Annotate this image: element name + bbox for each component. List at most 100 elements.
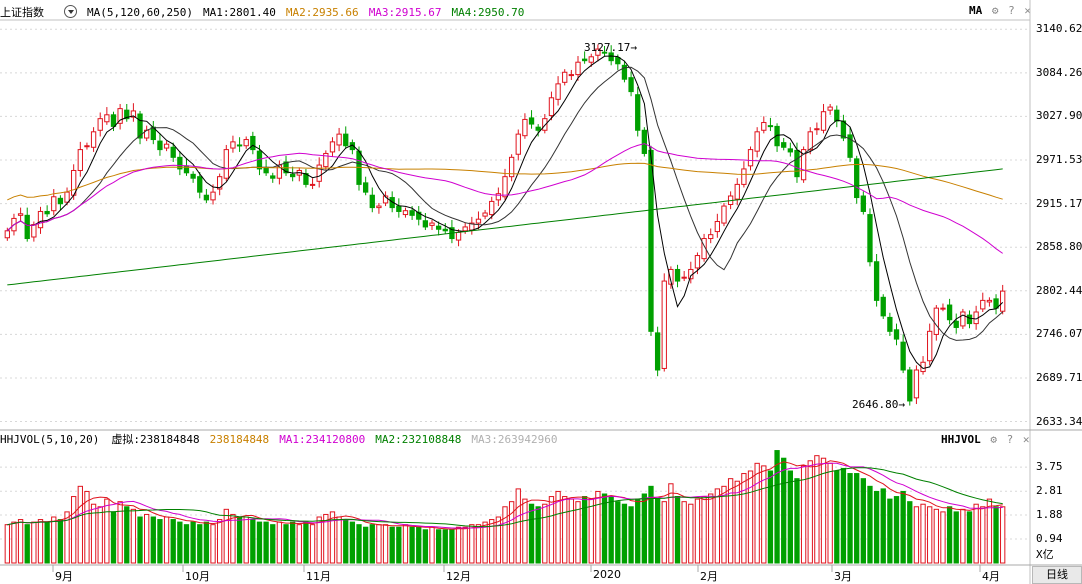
volume-bar xyxy=(197,524,203,564)
candle xyxy=(668,266,674,289)
volume-bar xyxy=(442,529,448,564)
indicator-dropdown-icon[interactable] xyxy=(64,5,77,18)
volume-bar xyxy=(435,529,442,564)
volume-bar xyxy=(356,524,362,564)
volume-bar xyxy=(455,526,462,564)
volume-bar xyxy=(615,501,621,564)
ma-setting-label[interactable]: MA(5,120,60,250) xyxy=(87,6,193,19)
candle xyxy=(250,131,256,155)
candle xyxy=(781,138,787,151)
candle xyxy=(588,53,594,67)
volume-bar xyxy=(860,478,866,564)
candle xyxy=(648,145,654,336)
gear-icon[interactable]: ⚙ xyxy=(990,433,997,446)
low-annotation: 2646.80→ xyxy=(852,398,905,411)
candle xyxy=(402,207,409,218)
candle xyxy=(575,56,581,81)
volume-bar xyxy=(661,501,667,564)
candle xyxy=(422,213,429,231)
volume-bar xyxy=(708,493,714,564)
candle xyxy=(482,209,488,220)
volume-bar xyxy=(263,521,269,564)
candle xyxy=(223,144,229,182)
volume-bar xyxy=(515,488,521,564)
volume-bar xyxy=(887,498,893,564)
candle xyxy=(562,69,568,86)
volume-bar xyxy=(203,521,210,564)
ma-indicator-label[interactable]: MA xyxy=(969,4,983,17)
volume-bar xyxy=(694,498,701,564)
volume-bar xyxy=(329,511,336,564)
candle xyxy=(953,313,959,334)
candle xyxy=(316,157,322,188)
volume-bar xyxy=(130,508,137,564)
volume-bar xyxy=(190,521,196,564)
grid-lines xyxy=(0,28,1030,540)
help-icon[interactable]: ? xyxy=(1006,433,1014,446)
volume-bar xyxy=(243,516,249,564)
volume-bar xyxy=(323,513,329,564)
candle xyxy=(993,294,999,315)
vol-setting-label[interactable]: HHJVOL(5,10,20) xyxy=(0,433,100,446)
hhjvol-indicator-label[interactable]: HHJVOL xyxy=(941,433,981,446)
date-axis-label: 10月 xyxy=(185,570,210,583)
period-tab-daily[interactable]: 日线 xyxy=(1032,566,1082,584)
ma-lines xyxy=(6,55,1004,370)
candle xyxy=(489,196,495,220)
volume-bar xyxy=(714,488,721,564)
gear-icon[interactable]: ⚙ xyxy=(991,4,999,17)
date-axis-label: 4月 xyxy=(982,570,1000,583)
volume-bar xyxy=(940,511,946,564)
volume-bar xyxy=(37,519,44,564)
volume-bar xyxy=(927,506,933,564)
help-icon[interactable]: ? xyxy=(1008,4,1015,17)
volume-bar xyxy=(270,524,276,564)
price-axis-label: 2689.71 xyxy=(1036,370,1082,384)
candle xyxy=(960,308,966,330)
volume-bar xyxy=(800,465,807,564)
close-icon[interactable]: ✕ xyxy=(1024,4,1031,17)
candle xyxy=(628,71,634,97)
volume-bar xyxy=(170,519,176,564)
volume-bar xyxy=(522,498,528,564)
volume-bar xyxy=(794,478,800,564)
close-icon[interactable]: ✕ xyxy=(1022,433,1030,446)
volume-bars xyxy=(4,450,1006,564)
volume-bar xyxy=(236,516,243,564)
ma3-value: MA3:2915.67 xyxy=(368,6,442,19)
volume-bar xyxy=(217,519,223,564)
candle xyxy=(90,127,97,152)
volume-bar xyxy=(309,524,316,564)
candle xyxy=(674,264,681,288)
candle xyxy=(747,146,754,171)
volume-bar xyxy=(429,526,435,564)
volume-bar xyxy=(562,496,568,564)
volume-bar xyxy=(376,524,382,564)
volume-axis-label: 3.75 xyxy=(1036,460,1063,474)
candle xyxy=(794,142,800,183)
volume-bar xyxy=(17,519,24,564)
candle xyxy=(475,211,482,230)
ma4-line xyxy=(7,168,1003,286)
candle xyxy=(542,114,548,134)
candle xyxy=(243,136,249,149)
candle xyxy=(940,303,946,312)
volume-bar xyxy=(820,457,827,564)
volume-bar xyxy=(548,496,555,564)
volume-bar xyxy=(754,462,760,564)
volume-bar xyxy=(535,506,541,564)
volume-bar xyxy=(64,511,70,564)
candle xyxy=(701,233,707,262)
volume-bar xyxy=(422,529,429,564)
volume-bar xyxy=(980,506,986,564)
volume-bar xyxy=(840,467,847,564)
vol-ma3-line xyxy=(7,467,1003,528)
volume-bar xyxy=(973,503,979,564)
volume-bar xyxy=(150,516,156,564)
volume-bar xyxy=(781,457,787,564)
candle xyxy=(190,171,196,183)
volume-bar xyxy=(97,506,103,564)
candle xyxy=(621,60,628,83)
